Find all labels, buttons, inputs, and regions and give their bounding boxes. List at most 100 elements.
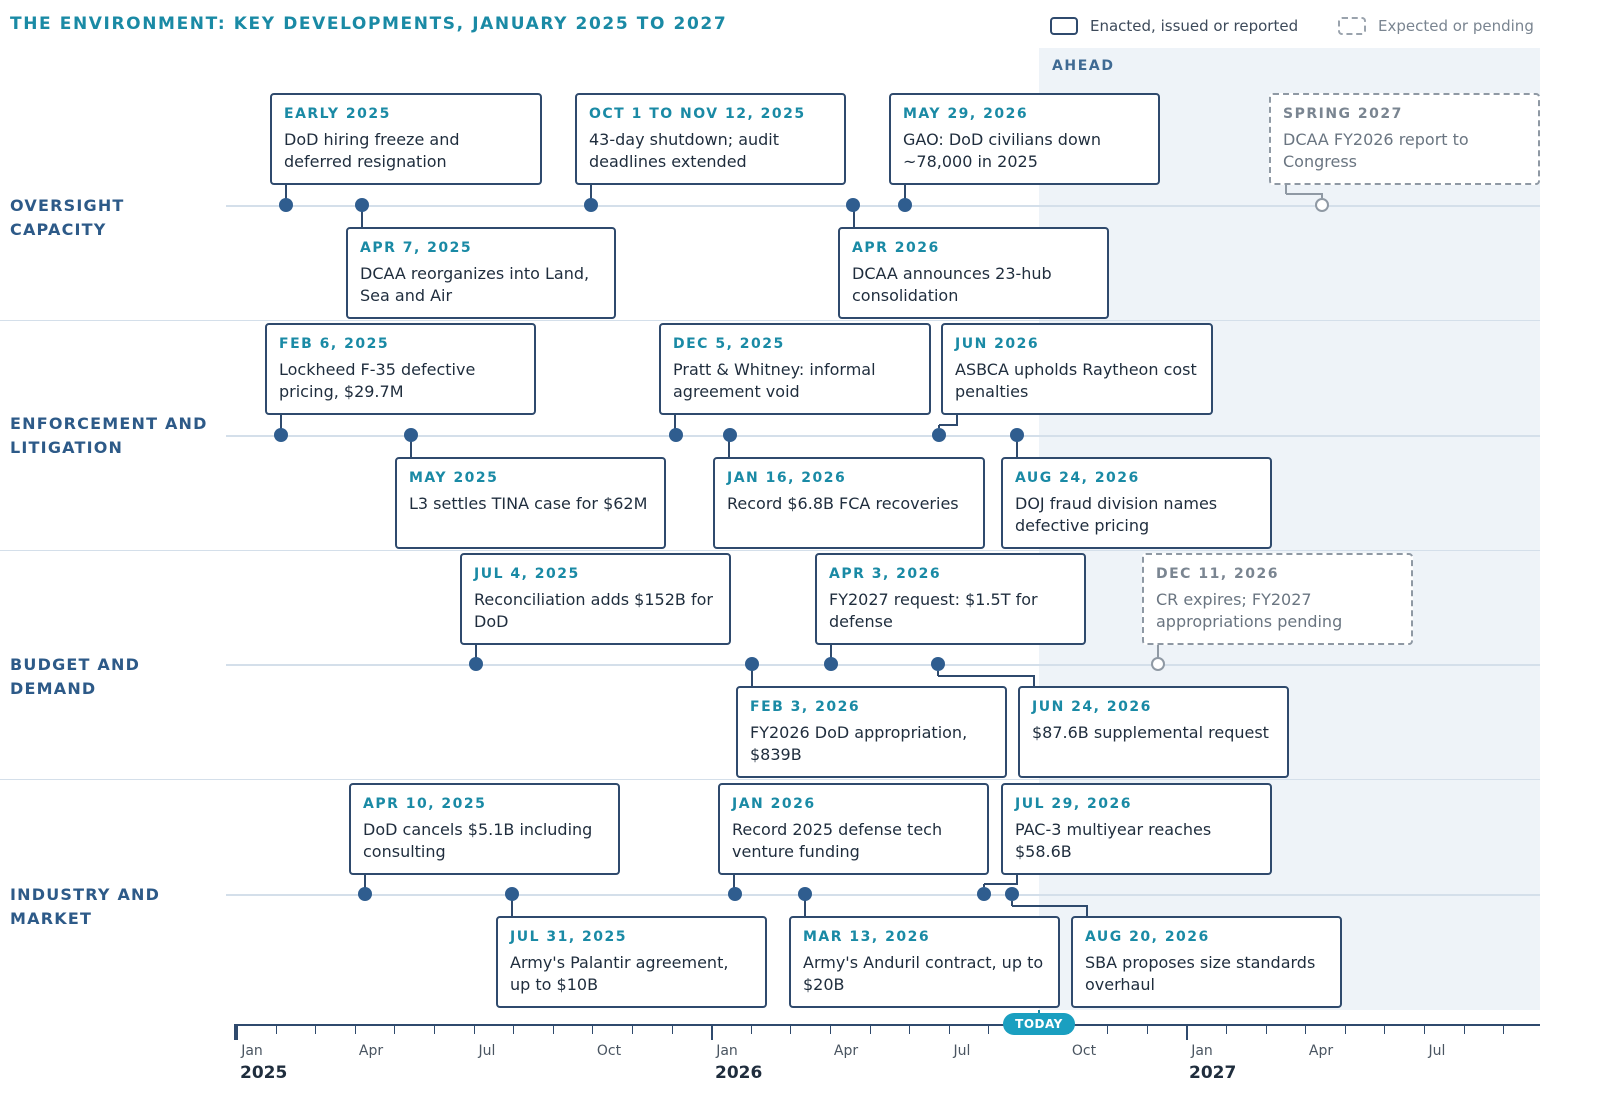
event-marker (745, 657, 759, 671)
event-card: MAR 13, 2026 Army's Anduril contract, up … (789, 916, 1060, 1008)
lane-line-budget (226, 664, 1540, 666)
axis-year-label: 2027 (1189, 1063, 1237, 1083)
event-marker (1005, 887, 1019, 901)
event-marker (274, 428, 288, 442)
axis-tick (1424, 1024, 1425, 1034)
axis-month-label: Jan (1191, 1043, 1213, 1059)
connector-line (853, 205, 855, 227)
axis-tick (315, 1024, 316, 1034)
axis-year-label: 2025 (240, 1063, 288, 1083)
event-card: EARLY 2025 DoD hiring freeze and deferred… (270, 93, 542, 185)
event-card: JUL 4, 2025 Reconciliation adds $152B for… (460, 553, 731, 645)
event-card: JAN 2026 Record 2025 defense tech venture… (718, 783, 989, 875)
event-date: AUG 20, 2026 (1085, 929, 1210, 945)
connector-line (410, 435, 412, 457)
lane-label-industry: INDUSTRY AND MARKET (10, 885, 161, 928)
legend-dashed-swatch (1338, 17, 1366, 35)
event-card: SPRING 2027 DCAA FY2026 report to Congres… (1269, 93, 1540, 185)
event-card: MAY 29, 2026 GAO: DoD civilians down ~78,… (889, 93, 1160, 185)
event-marker (1315, 198, 1329, 212)
axis-tick (553, 1024, 554, 1034)
event-marker (404, 428, 418, 442)
axis-month-label: Apr (1308, 1043, 1334, 1059)
axis-tick (1186, 1024, 1188, 1040)
connector-line (1011, 901, 1013, 906)
axis-tick (276, 1024, 277, 1034)
axis-tick (474, 1024, 475, 1034)
axis-tick (632, 1024, 633, 1034)
event-marker (723, 428, 737, 442)
event-date: JAN 16, 2026 (727, 470, 847, 486)
connector-line (1285, 185, 1287, 194)
connector-line (361, 205, 363, 227)
axis-tick (236, 1024, 238, 1040)
event-marker (584, 198, 598, 212)
event-date: AUG 24, 2026 (1015, 470, 1140, 486)
axis-tick (513, 1024, 514, 1034)
event-text: Army's Anduril contract, up to $20B (803, 953, 1044, 994)
event-marker (1010, 428, 1024, 442)
event-date: DEC 5, 2025 (673, 336, 785, 352)
event-text: DCAA announces 23-hub consolidation (852, 264, 1052, 305)
event-text: DOJ fraud division names defective prici… (1015, 494, 1218, 535)
event-card: APR 7, 2025 DCAA reorganizes into Land, S… (346, 227, 616, 319)
connector-line (280, 415, 282, 435)
axis-tick (870, 1024, 871, 1034)
axis-tick (672, 1024, 673, 1034)
connector-line (1016, 435, 1018, 457)
event-text: 43-day shutdown; audit deadlines extende… (589, 130, 780, 171)
event-marker (279, 198, 293, 212)
event-date: SPRING 2027 (1283, 106, 1403, 122)
axis-tick (830, 1024, 831, 1034)
lane-label-budget: BUDGET AND DEMAND (10, 655, 141, 698)
event-marker (469, 657, 483, 671)
axis-tick (949, 1024, 950, 1034)
lane-separator (0, 320, 1540, 321)
axis-tick (1147, 1024, 1148, 1034)
time-axis (234, 1024, 1540, 1026)
axis-year-label: 2026 (715, 1063, 763, 1083)
today-marker: TODAY (1003, 1013, 1075, 1035)
event-date: JUN 2026 (955, 336, 1040, 352)
event-text: $87.6B supplemental request (1032, 723, 1269, 742)
axis-month-label: Jul (953, 1043, 971, 1059)
event-text: L3 settles TINA case for $62M (409, 494, 648, 513)
event-card: DEC 11, 2026 CR expires; FY2027 appropria… (1142, 553, 1413, 645)
axis-month-label: Jul (478, 1043, 496, 1059)
connector-line (1086, 906, 1088, 916)
axis-tick (1226, 1024, 1227, 1034)
event-date: APR 2026 (852, 240, 940, 256)
legend-expected-label: Expected or pending (1378, 17, 1534, 35)
connector-line (937, 671, 939, 676)
event-text: DoD cancels $5.1B including consulting (363, 820, 593, 861)
legend-expected: Expected or pending (1338, 14, 1534, 38)
axis-tick (1464, 1024, 1465, 1034)
event-card: APR 3, 2026 FY2027 request: $1.5T for def… (815, 553, 1086, 645)
connector-line (938, 425, 940, 428)
connector-line (1157, 645, 1159, 664)
connector-line (728, 435, 730, 457)
connector-line (956, 415, 958, 425)
event-marker (824, 657, 838, 671)
event-marker (1151, 657, 1165, 671)
event-text: DoD hiring freeze and deferred resignati… (284, 130, 460, 171)
event-marker (898, 198, 912, 212)
axis-tick (394, 1024, 395, 1034)
lane-label-oversight: OVERSIGHT CAPACITY (10, 196, 125, 239)
event-text: CR expires; FY2027 appropriations pendin… (1156, 590, 1343, 631)
event-card: OCT 1 TO NOV 12, 2025 43-day shutdown; au… (575, 93, 846, 185)
event-marker (505, 887, 519, 901)
event-text: DCAA FY2026 report to Congress (1283, 130, 1469, 171)
event-date: MAY 2025 (409, 470, 499, 486)
legend-enacted-label: Enacted, issued or reported (1090, 17, 1299, 35)
axis-tick (751, 1024, 752, 1034)
event-date: JUL 31, 2025 (510, 929, 628, 945)
event-text: FY2027 request: $1.5T for defense (829, 590, 1038, 631)
axis-month-label: Oct (1071, 1043, 1097, 1059)
axis-tick (909, 1024, 910, 1034)
connector-line (904, 185, 906, 205)
connector-line (938, 675, 1035, 677)
event-text: DCAA reorganizes into Land, Sea and Air (360, 264, 590, 305)
connector-line (285, 185, 287, 205)
connector-line (984, 883, 1018, 885)
